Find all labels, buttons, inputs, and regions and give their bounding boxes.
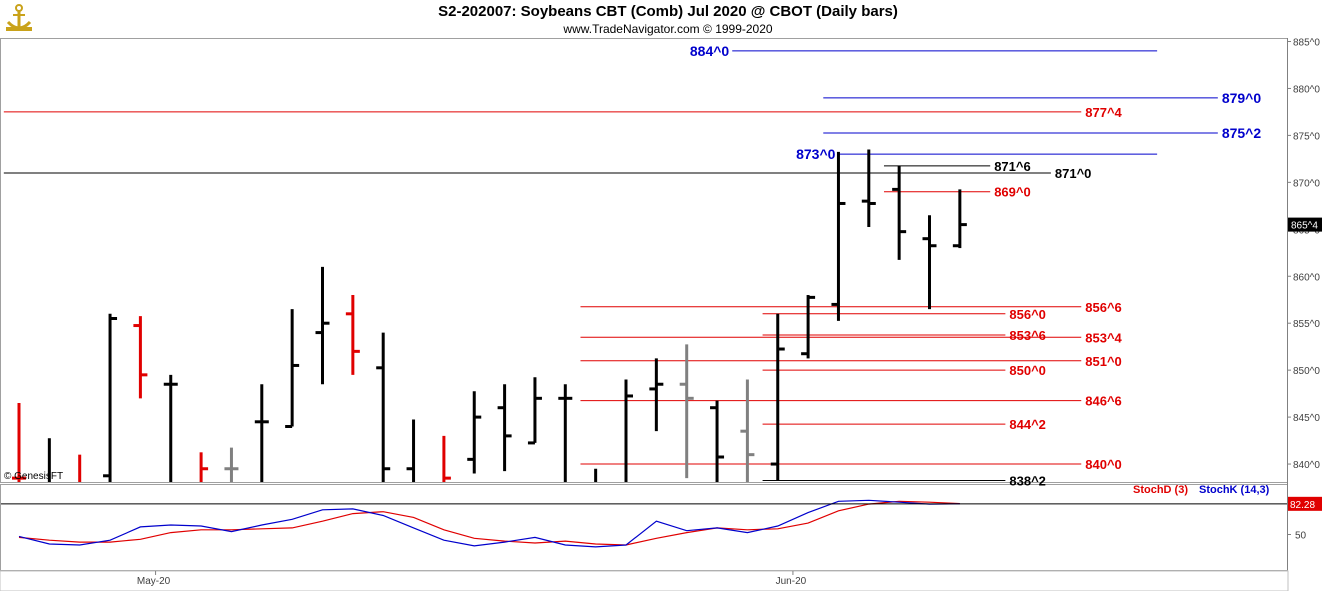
ohlc-bar xyxy=(103,313,118,482)
ohlc-bar xyxy=(649,358,664,432)
chart-title: S2-202007: Soybeans CBT (Comb) Jul 2020 … xyxy=(438,3,898,20)
ohlc-bar xyxy=(133,316,148,399)
indicator-tick-label: 50 xyxy=(1295,531,1307,542)
level-label: 873^0 xyxy=(796,146,836,162)
level-label: 844^2 xyxy=(1009,417,1046,432)
ohlc-bar xyxy=(406,419,416,482)
level-label: 871^6 xyxy=(994,159,1031,174)
date-label: Jun-20 xyxy=(776,576,807,587)
ohlc-bar xyxy=(801,295,816,359)
price-tick-label: 855^0 xyxy=(1293,319,1320,330)
stoch-d-line xyxy=(18,500,960,546)
ohlc-bar xyxy=(831,151,846,321)
stoch-k-line xyxy=(18,499,960,548)
ohlc-bar xyxy=(442,435,451,482)
ohlc-bar xyxy=(497,384,512,472)
level-label: 850^0 xyxy=(1009,363,1046,378)
chart-header: S2-202007: Soybeans CBT (Comb) Jul 2020 … xyxy=(0,0,1336,38)
level-label: 851^0 xyxy=(1085,354,1122,369)
date-axis xyxy=(0,570,1289,591)
ohlc-bar xyxy=(254,384,269,482)
price-tick-label: 875^0 xyxy=(1293,131,1320,142)
ohlc-bar xyxy=(710,400,725,482)
anchor-logo-icon xyxy=(4,3,34,33)
ohlc-bar xyxy=(527,377,542,445)
legend-stoch-k: StochK (14,3) xyxy=(1199,484,1270,496)
ohlc-bar xyxy=(376,332,391,482)
stoch-last-label: 82.28 xyxy=(1290,500,1315,511)
ohlc-bar xyxy=(558,384,573,482)
ohlc-bar xyxy=(740,379,755,482)
level-label: 853^6 xyxy=(1009,328,1046,343)
level-label: 846^6 xyxy=(1085,394,1122,409)
level-label: 875^2 xyxy=(1222,125,1262,141)
level-label: 840^0 xyxy=(1085,457,1122,472)
level-label: 838^2 xyxy=(1009,473,1046,488)
stoch-last-marker xyxy=(1288,496,1322,511)
legend-stoch-d: StochD (3) xyxy=(1133,484,1188,496)
ohlc-bar xyxy=(624,379,633,482)
ohlc-bar xyxy=(922,215,937,310)
price-tick-label: 880^0 xyxy=(1293,84,1320,95)
level-label: 877^4 xyxy=(1085,105,1122,120)
level-label: 853^4 xyxy=(1085,330,1122,345)
date-label: May-20 xyxy=(137,576,171,587)
price-tick-label: 840^0 xyxy=(1293,460,1320,471)
price-tick-label: 870^0 xyxy=(1293,178,1320,189)
price-tick-label: 885^0 xyxy=(1293,38,1320,49)
copyright-tag: © GenesisFT xyxy=(4,471,63,482)
ohlc-bar xyxy=(224,447,239,482)
level-label: 856^6 xyxy=(1085,300,1122,315)
price-tick-label: 845^0 xyxy=(1293,413,1320,424)
ohlc-bar xyxy=(467,391,482,474)
ohlc-bar xyxy=(163,374,178,482)
ohlc-bar xyxy=(285,309,300,428)
ohlc-bar xyxy=(199,452,209,482)
level-label: 879^0 xyxy=(1222,90,1262,106)
ohlc-bar xyxy=(679,344,694,479)
level-label: 856^0 xyxy=(1009,307,1046,322)
chart-subtitle: www.TradeNavigator.com © 1999-2020 xyxy=(563,22,773,36)
ohlc-bar xyxy=(78,454,82,482)
indicator-panel xyxy=(0,484,1288,571)
ohlc-bar xyxy=(952,189,967,249)
last-price-label: 865^4 xyxy=(1291,221,1318,232)
ohlc-bar xyxy=(770,313,785,481)
price-tick-label: 860^0 xyxy=(1293,272,1320,283)
price-panel xyxy=(0,38,1288,483)
ohlc-bar xyxy=(47,438,51,482)
ohlc-bar xyxy=(12,403,26,482)
ohlc-bar xyxy=(892,165,907,260)
ohlc-bar xyxy=(345,295,360,375)
last-price-marker xyxy=(1288,217,1322,232)
ohlc-bar xyxy=(594,468,598,482)
level-label: 871^0 xyxy=(1055,166,1092,181)
price-tick-label: 850^0 xyxy=(1293,366,1320,377)
ohlc-bar xyxy=(315,266,330,385)
ohlc-bar xyxy=(861,149,876,227)
level-label: 869^0 xyxy=(994,185,1031,200)
level-label: 884^0 xyxy=(690,43,730,59)
